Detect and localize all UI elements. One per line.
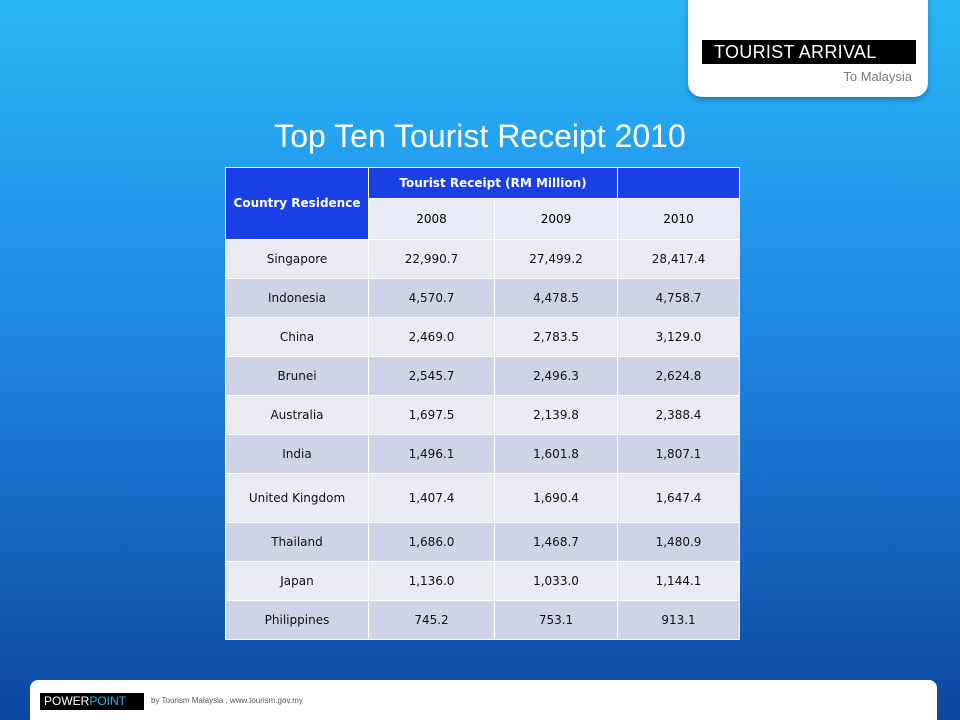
cell-2010: 1,144.1	[617, 561, 741, 601]
table-row: Singapore 22,990.7 27,499.2 28,417.4	[225, 239, 741, 279]
table-row: Brunei 2,545.7 2,496.3 2,624.8	[225, 356, 741, 396]
cell-2010: 2,624.8	[617, 356, 741, 396]
cell-2009: 1,468.7	[493, 522, 619, 562]
cell-2008: 2,469.0	[368, 317, 495, 357]
header-year-2010: 2010	[617, 198, 741, 240]
cell-2009: 2,139.8	[493, 395, 619, 435]
table-row: China 2,469.0 2,783.5 3,129.0	[225, 317, 741, 357]
cell-2008: 1,407.4	[368, 473, 495, 523]
header-year-2008: 2008	[368, 198, 495, 240]
cell-country: China	[225, 317, 369, 357]
cell-country: United Kingdom	[225, 473, 369, 523]
cell-2010: 1,807.1	[617, 434, 741, 474]
logo-text-power: POWER	[44, 694, 90, 708]
cell-2008: 4,570.7	[368, 278, 495, 318]
cell-2009: 4,478.5	[493, 278, 619, 318]
cell-country: Singapore	[225, 239, 369, 279]
table-row: Philippines 745.2 753.1 913.1	[225, 600, 741, 640]
cell-country: Thailand	[225, 522, 369, 562]
table-row: Thailand 1,686.0 1,468.7 1,480.9	[225, 522, 741, 562]
cell-2008: 745.2	[368, 600, 495, 640]
table-row: India 1,496.1 1,601.8 1,807.1	[225, 434, 741, 474]
cell-country: Indonesia	[225, 278, 369, 318]
cell-country: Australia	[225, 395, 369, 435]
footer-bar: POWERPOINT by Tourism Malaysia . www.tou…	[30, 680, 937, 720]
cell-country: India	[225, 434, 369, 474]
cell-2009: 1,033.0	[493, 561, 619, 601]
table-row: Indonesia 4,570.7 4,478.5 4,758.7	[225, 278, 741, 318]
header-year-2009: 2009	[493, 198, 619, 240]
header-blank-cell	[617, 167, 741, 199]
cell-2010: 913.1	[617, 600, 741, 640]
cell-2008: 1,697.5	[368, 395, 495, 435]
cell-2010: 1,480.9	[617, 522, 741, 562]
header-country-residence: Country Residence	[225, 167, 369, 240]
cell-2009: 2,783.5	[493, 317, 619, 357]
cell-2008: 1,496.1	[368, 434, 495, 474]
cell-2008: 2,545.7	[368, 356, 495, 396]
table-row: Japan 1,136.0 1,033.0 1,144.1	[225, 561, 741, 601]
cell-2009: 1,601.8	[493, 434, 619, 474]
cell-2008: 22,990.7	[368, 239, 495, 279]
cell-2009: 27,499.2	[493, 239, 619, 279]
cell-2010: 3,129.0	[617, 317, 741, 357]
powerpoint-logo: POWERPOINT	[40, 693, 144, 710]
header-tourist-receipt: Tourist Receipt (RM Million)	[367, 167, 619, 199]
cell-country: Japan	[225, 561, 369, 601]
cell-country: Brunei	[225, 356, 369, 396]
title-badge: TOURIST ARRIVAL To Malaysia	[688, 0, 928, 97]
cell-2010: 4,758.7	[617, 278, 741, 318]
badge-subtitle: To Malaysia	[843, 69, 912, 84]
logo-text-point: POINT	[89, 694, 127, 708]
footer-credit: by Tourism Malaysia . www.tourism.gov.my	[151, 696, 303, 705]
cell-country: Philippines	[225, 600, 369, 640]
badge-title: TOURIST ARRIVAL	[702, 40, 916, 64]
cell-2009: 2,496.3	[493, 356, 619, 396]
cell-2009: 753.1	[493, 600, 619, 640]
cell-2009: 1,690.4	[493, 473, 619, 523]
slide-title: Top Ten Tourist Receipt 2010	[274, 118, 686, 154]
cell-2010: 1,647.4	[617, 473, 741, 523]
table-row: Australia 1,697.5 2,139.8 2,388.4	[225, 395, 741, 435]
table-row: United Kingdom 1,407.4 1,690.4 1,647.4	[225, 473, 741, 523]
cell-2008: 1,136.0	[368, 561, 495, 601]
receipts-table: Country Residence Tourist Receipt (RM Mi…	[225, 167, 741, 640]
cell-2010: 2,388.4	[617, 395, 741, 435]
cell-2010: 28,417.4	[617, 239, 741, 279]
cell-2008: 1,686.0	[368, 522, 495, 562]
